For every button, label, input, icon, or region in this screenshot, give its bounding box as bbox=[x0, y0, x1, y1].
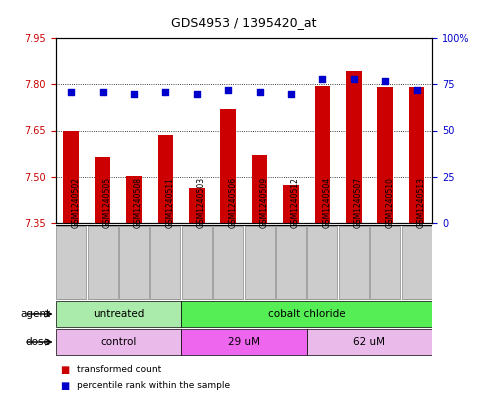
Text: ■: ■ bbox=[60, 365, 70, 375]
Bar bbox=[157, 135, 173, 223]
Bar bbox=[63, 131, 79, 223]
Bar bbox=[189, 189, 205, 223]
Text: GSM1240503: GSM1240503 bbox=[197, 177, 206, 228]
Point bbox=[319, 75, 327, 82]
Text: GDS4953 / 1395420_at: GDS4953 / 1395420_at bbox=[171, 17, 317, 29]
Bar bbox=[220, 109, 236, 223]
Bar bbox=[409, 87, 425, 223]
Bar bbox=[370, 226, 400, 299]
Point bbox=[99, 88, 107, 95]
Point bbox=[161, 88, 170, 95]
Bar bbox=[56, 329, 181, 355]
Point bbox=[350, 75, 357, 82]
Bar bbox=[213, 226, 243, 299]
Bar bbox=[181, 301, 432, 327]
Text: GSM1240511: GSM1240511 bbox=[165, 177, 174, 228]
Bar bbox=[182, 226, 212, 299]
Bar bbox=[126, 176, 142, 223]
Text: dose: dose bbox=[26, 337, 51, 347]
Bar bbox=[56, 226, 86, 299]
Text: GSM1240513: GSM1240513 bbox=[416, 177, 426, 228]
Bar bbox=[283, 185, 299, 223]
Bar bbox=[401, 226, 432, 299]
Text: GSM1240505: GSM1240505 bbox=[103, 177, 112, 228]
Bar bbox=[314, 86, 330, 223]
Point bbox=[68, 88, 75, 95]
Point bbox=[224, 86, 232, 93]
Text: GSM1240510: GSM1240510 bbox=[385, 177, 394, 228]
Point bbox=[287, 90, 295, 97]
Bar bbox=[276, 226, 306, 299]
Bar bbox=[339, 226, 369, 299]
Text: agent: agent bbox=[21, 309, 51, 319]
Bar bbox=[346, 71, 362, 223]
Text: cobalt chloride: cobalt chloride bbox=[268, 309, 345, 319]
Text: untreated: untreated bbox=[93, 309, 144, 319]
Bar bbox=[252, 155, 268, 223]
Bar bbox=[95, 157, 111, 223]
Text: GSM1240508: GSM1240508 bbox=[134, 177, 143, 228]
Bar bbox=[56, 301, 181, 327]
Text: 29 uM: 29 uM bbox=[228, 337, 260, 347]
Text: control: control bbox=[100, 337, 137, 347]
Text: GSM1240506: GSM1240506 bbox=[228, 177, 237, 228]
Bar bbox=[181, 329, 307, 355]
Text: 62 uM: 62 uM bbox=[354, 337, 385, 347]
Bar bbox=[150, 226, 181, 299]
Bar bbox=[119, 226, 149, 299]
Text: GSM1240512: GSM1240512 bbox=[291, 177, 300, 228]
Point bbox=[193, 90, 201, 97]
Text: GSM1240502: GSM1240502 bbox=[71, 177, 80, 228]
Point bbox=[412, 86, 420, 93]
Text: ■: ■ bbox=[60, 381, 70, 391]
Bar bbox=[377, 87, 393, 223]
Text: transformed count: transformed count bbox=[77, 365, 161, 375]
Text: GSM1240509: GSM1240509 bbox=[260, 177, 269, 228]
Bar bbox=[244, 226, 275, 299]
Text: GSM1240507: GSM1240507 bbox=[354, 177, 363, 228]
Point bbox=[382, 77, 389, 84]
Text: percentile rank within the sample: percentile rank within the sample bbox=[77, 381, 230, 390]
Text: GSM1240504: GSM1240504 bbox=[323, 177, 331, 228]
Point bbox=[256, 88, 264, 95]
Bar bbox=[87, 226, 118, 299]
Point bbox=[130, 90, 138, 97]
Bar bbox=[307, 226, 338, 299]
Bar bbox=[307, 329, 432, 355]
